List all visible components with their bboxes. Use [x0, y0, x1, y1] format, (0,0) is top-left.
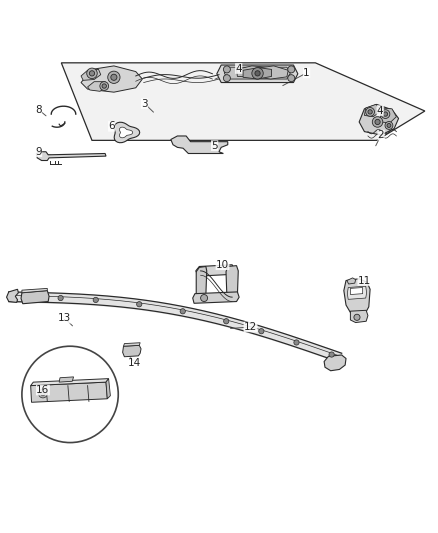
Circle shape: [223, 319, 229, 324]
Text: 6: 6: [108, 122, 115, 131]
Polygon shape: [59, 377, 74, 382]
Text: 14: 14: [128, 358, 141, 368]
Text: 12: 12: [244, 322, 257, 332]
Circle shape: [223, 75, 230, 82]
Circle shape: [22, 346, 118, 442]
Circle shape: [366, 108, 374, 116]
Polygon shape: [81, 66, 142, 92]
Polygon shape: [243, 68, 272, 79]
Circle shape: [201, 295, 208, 302]
Circle shape: [387, 124, 391, 127]
Circle shape: [288, 66, 295, 73]
Text: 4: 4: [235, 63, 242, 74]
Polygon shape: [380, 108, 396, 123]
Circle shape: [381, 110, 390, 118]
Polygon shape: [350, 287, 363, 295]
Circle shape: [385, 122, 393, 130]
Circle shape: [368, 110, 372, 114]
Circle shape: [28, 295, 33, 300]
Circle shape: [288, 75, 295, 82]
Circle shape: [375, 119, 380, 125]
Circle shape: [329, 352, 334, 357]
Polygon shape: [106, 378, 110, 399]
Circle shape: [259, 328, 264, 334]
Circle shape: [41, 391, 45, 395]
Circle shape: [111, 74, 117, 80]
Circle shape: [87, 68, 97, 78]
Polygon shape: [226, 265, 238, 298]
Text: 10: 10: [216, 260, 229, 270]
Polygon shape: [350, 310, 368, 322]
Polygon shape: [31, 378, 109, 386]
Circle shape: [89, 71, 95, 76]
Polygon shape: [120, 127, 133, 138]
Polygon shape: [254, 66, 288, 79]
Circle shape: [93, 297, 99, 303]
Circle shape: [255, 71, 260, 76]
Text: 5: 5: [211, 141, 218, 151]
Circle shape: [180, 309, 185, 314]
Text: 3: 3: [141, 99, 148, 109]
Circle shape: [372, 117, 383, 127]
Polygon shape: [324, 355, 346, 371]
Polygon shape: [344, 279, 370, 314]
Text: 11: 11: [358, 276, 371, 286]
Text: 8: 8: [35, 104, 42, 115]
Circle shape: [223, 66, 230, 73]
Text: 13: 13: [58, 313, 71, 323]
Polygon shape: [61, 63, 425, 140]
Polygon shape: [359, 104, 399, 135]
Circle shape: [58, 295, 63, 301]
Text: 2: 2: [378, 130, 385, 140]
Polygon shape: [364, 104, 381, 117]
Text: 4: 4: [377, 106, 384, 116]
Polygon shape: [31, 382, 107, 402]
Polygon shape: [224, 67, 290, 79]
Text: 9: 9: [35, 147, 42, 157]
Polygon shape: [21, 290, 49, 304]
Circle shape: [383, 112, 388, 116]
Polygon shape: [7, 289, 18, 302]
Polygon shape: [171, 136, 228, 154]
Circle shape: [137, 302, 142, 307]
Polygon shape: [347, 278, 356, 284]
Polygon shape: [22, 288, 47, 293]
Circle shape: [100, 82, 109, 91]
Circle shape: [108, 71, 120, 84]
Polygon shape: [88, 82, 107, 91]
Polygon shape: [347, 286, 367, 300]
Polygon shape: [196, 266, 207, 298]
Polygon shape: [217, 65, 298, 83]
Polygon shape: [114, 122, 140, 143]
Text: 16: 16: [36, 385, 49, 395]
Polygon shape: [196, 265, 235, 276]
Text: 1: 1: [303, 68, 310, 78]
Circle shape: [294, 340, 299, 345]
Circle shape: [354, 314, 360, 320]
Polygon shape: [36, 152, 106, 160]
Polygon shape: [124, 343, 140, 346]
Polygon shape: [81, 69, 101, 80]
Circle shape: [252, 68, 263, 79]
Polygon shape: [237, 66, 269, 77]
Circle shape: [39, 389, 47, 398]
Polygon shape: [123, 345, 141, 357]
Polygon shape: [193, 292, 239, 303]
Circle shape: [102, 84, 106, 88]
